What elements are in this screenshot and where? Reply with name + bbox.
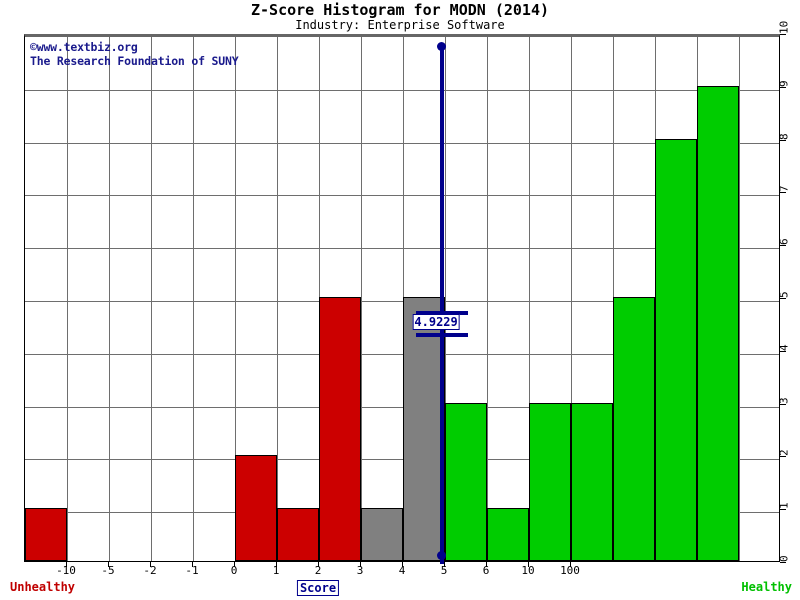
y-tick-label: 1 [777, 502, 791, 510]
x-tick-label: 4 [398, 564, 406, 577]
healthy-label: Healthy [741, 580, 792, 594]
y-tick-mark [780, 245, 786, 247]
y-tick-label: 6 [777, 238, 791, 246]
grid-line-vertical [361, 37, 362, 561]
grid-line-vertical [193, 37, 194, 561]
grid-line-vertical [571, 37, 572, 561]
grid-line-horizontal [25, 89, 779, 91]
histogram-bar [613, 297, 655, 561]
x-tick-mark [486, 562, 487, 567]
x-tick-mark [234, 562, 235, 567]
plot-area: ©www.textbiz.org The Research Foundation… [24, 34, 780, 564]
x-tick-mark [108, 562, 109, 567]
x-tick-label: -10 [56, 564, 76, 577]
chart-title: Z-Score Histogram for MODN (2014) [250, 1, 549, 19]
y-tick-mark [780, 403, 786, 405]
x-tick-label: -5 [101, 564, 115, 577]
grid-line-horizontal [25, 353, 779, 355]
x-tick-label: 100 [560, 564, 580, 577]
watermark-line-2: The Research Foundation of SUNY [30, 54, 239, 68]
grid-line-horizontal [25, 195, 779, 197]
histogram-bar [445, 402, 487, 561]
x-tick-label: 6 [482, 564, 490, 577]
y-tick-mark [780, 34, 786, 35]
grid-line-horizontal [25, 301, 779, 302]
x-tick-label: 3 [356, 564, 364, 577]
y-tick-label: 9 [777, 80, 791, 87]
x-tick-mark [528, 562, 529, 567]
histogram-bar [487, 508, 529, 561]
grid-line-vertical [235, 37, 236, 561]
watermark-line-1: ©www.textbiz.org [30, 40, 138, 54]
grid-line-vertical [529, 37, 530, 561]
x-tick-label: 1 [272, 564, 280, 577]
x-tick-mark [276, 562, 277, 567]
x-tick-mark [192, 562, 193, 567]
histogram-bar [235, 455, 277, 561]
unhealthy-label: Unhealthy [10, 580, 76, 594]
x-tick-mark [570, 562, 571, 567]
marker-caliper-top [415, 311, 468, 316]
score-axis-label: Score [296, 580, 340, 596]
y-tick-label: 4 [777, 344, 791, 351]
marker-caliper-bottom [415, 333, 468, 338]
x-tick-label: 0 [230, 564, 238, 577]
y-tick-label: 2 [777, 449, 791, 457]
histogram-bar [277, 508, 319, 561]
marker-bottom-dot [437, 551, 447, 560]
y-tick-label: 8 [777, 132, 791, 140]
x-tick-mark [444, 562, 445, 567]
grid-line-vertical [445, 37, 446, 561]
x-tick-mark [66, 562, 67, 567]
histogram-bar [361, 508, 403, 561]
chart-subtitle: Industry: Enterprise Software [295, 18, 505, 32]
grid-line-horizontal [25, 248, 779, 250]
grid-line-horizontal [25, 459, 779, 461]
grid-line-vertical [739, 37, 740, 561]
y-tick-label: 5 [777, 291, 791, 298]
grid-line-vertical [487, 37, 488, 561]
histogram-bar [571, 402, 613, 561]
y-tick-mark [780, 139, 786, 141]
marker-value-label: 4.9229 [412, 314, 460, 331]
x-tick-mark [402, 562, 403, 567]
x-tick-label: -1 [185, 564, 199, 577]
histogram-bar [697, 85, 739, 561]
histogram-bar [319, 297, 361, 561]
grid-line-vertical [151, 37, 152, 561]
grid-line-horizontal [25, 142, 779, 144]
y-tick-label: 7 [777, 185, 791, 193]
histogram-bar [403, 297, 445, 561]
x-tick-label: 2 [314, 564, 322, 577]
x-tick-label: 10 [521, 564, 535, 577]
y-tick-mark [780, 350, 786, 352]
grid-line-vertical [277, 37, 278, 561]
y-tick-mark [780, 509, 786, 511]
histogram-bar [529, 402, 571, 561]
histogram-bar [655, 138, 697, 561]
y-tick-mark [780, 192, 786, 194]
x-tick-mark [150, 562, 151, 567]
y-tick-mark [780, 456, 786, 458]
y-tick-label: 10 [777, 20, 791, 34]
y-tick-label: 3 [777, 396, 791, 404]
x-tick-mark [318, 562, 319, 567]
x-tick-label: -2 [143, 564, 157, 577]
grid-line-vertical [109, 37, 110, 561]
x-tick-mark [360, 562, 361, 567]
grid-line-horizontal [25, 406, 779, 408]
y-tick-label: 0 [777, 555, 791, 562]
y-tick-mark [780, 562, 786, 563]
y-tick-mark [780, 298, 786, 299]
grid-line-vertical [67, 37, 68, 561]
marker-top-dot [437, 42, 447, 51]
histogram-bar [25, 508, 67, 561]
y-tick-mark [780, 86, 786, 88]
marker-line [439, 45, 444, 564]
x-tick-label: 5 [440, 564, 448, 577]
